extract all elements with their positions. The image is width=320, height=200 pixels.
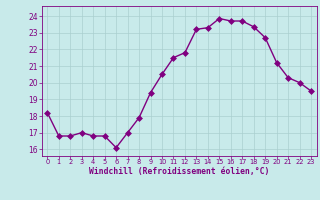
X-axis label: Windchill (Refroidissement éolien,°C): Windchill (Refroidissement éolien,°C)	[89, 167, 269, 176]
